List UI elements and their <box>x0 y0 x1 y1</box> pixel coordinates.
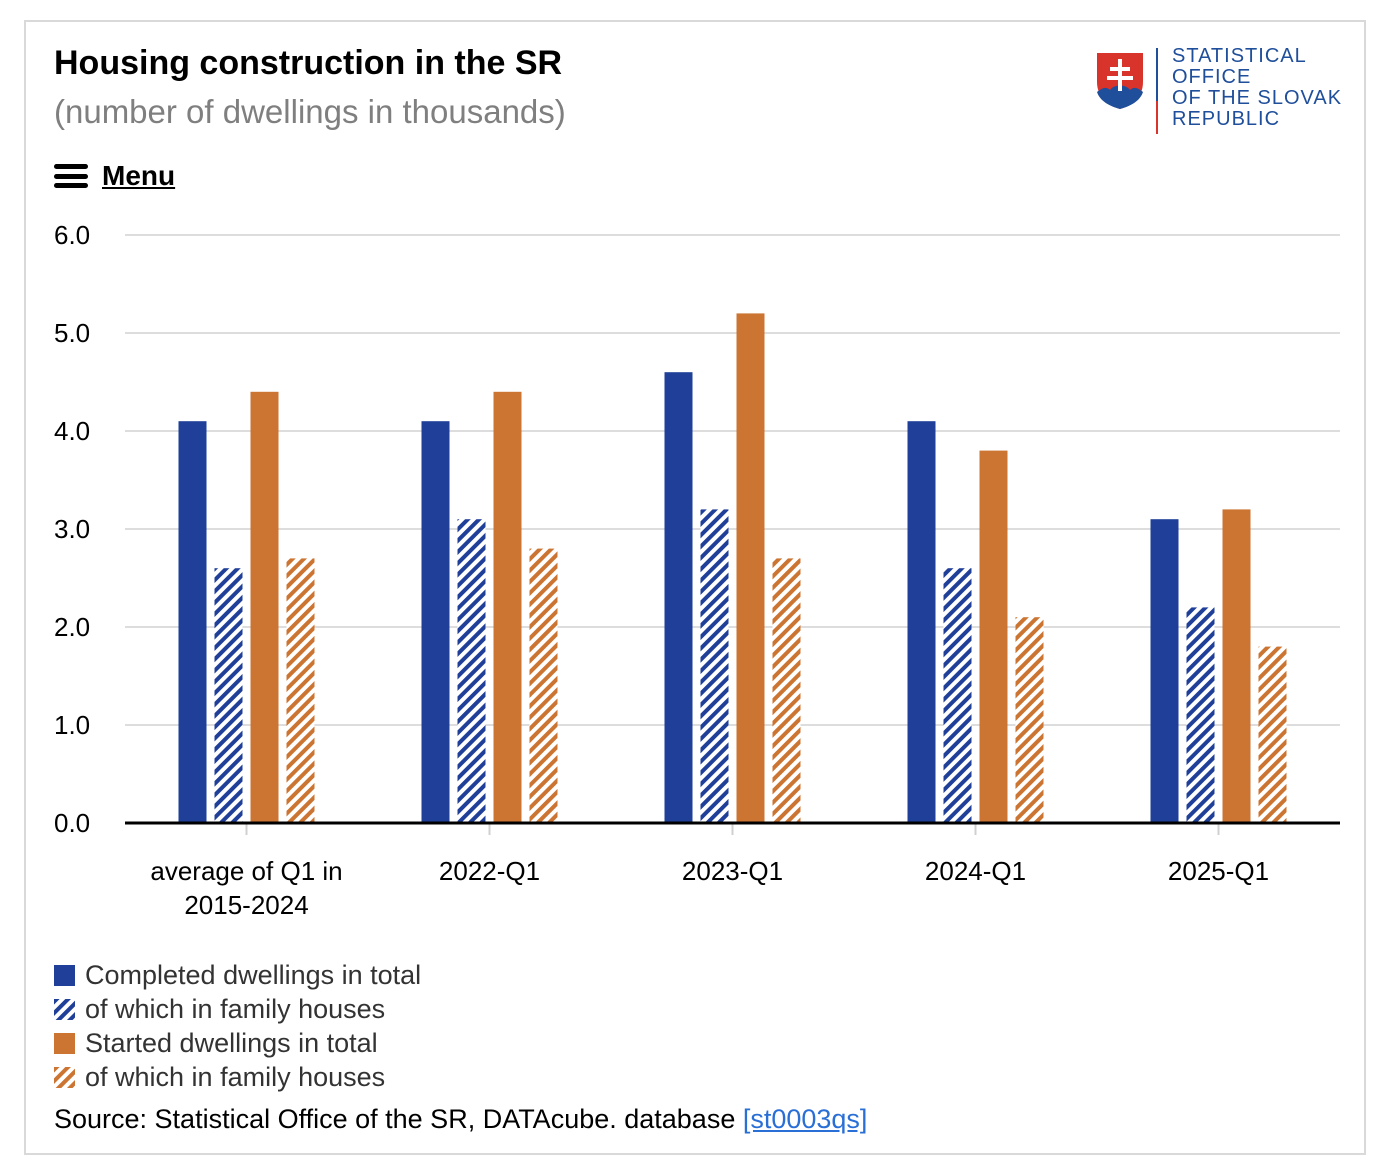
legend-label: Started dwellings in total <box>85 1027 378 1058</box>
y-tick-label: 1.0 <box>54 710 90 740</box>
x-tick-label: average of Q1 in <box>150 856 342 886</box>
legend-swatch <box>54 998 75 1020</box>
bar <box>772 558 801 823</box>
logo-text: STATISTICAL OFFICE OF THE SLOVAK REPUBLI… <box>1172 46 1352 130</box>
menu-label: Menu <box>102 160 176 191</box>
bar <box>457 519 486 823</box>
logo-divider <box>1156 48 1158 134</box>
y-tick-label: 6.0 <box>54 220 90 250</box>
y-tick-label: 4.0 <box>54 416 90 446</box>
bar <box>943 568 972 823</box>
bar <box>664 372 693 823</box>
chart-frame <box>24 20 1366 1155</box>
logo-line: OF THE SLOVAK <box>1172 87 1343 109</box>
legend-item-started[interactable]: Started dwellings in total <box>54 1026 421 1060</box>
legend-swatch <box>54 1032 75 1054</box>
bar <box>736 313 765 823</box>
y-tick-label: 3.0 <box>54 514 90 544</box>
bar <box>529 548 558 823</box>
x-tick-label: 2025-Q1 <box>1168 856 1269 886</box>
bar <box>214 568 243 823</box>
x-tick-label: 2015-2024 <box>184 890 308 920</box>
bar <box>178 421 207 823</box>
x-tick-label: 2024-Q1 <box>925 856 1026 886</box>
logo-line: REPUBLIC <box>1172 108 1281 130</box>
logo-line: STATISTICAL <box>1172 45 1307 67</box>
bar <box>979 450 1008 823</box>
slovak-coat-of-arms-icon <box>1093 49 1147 114</box>
bar <box>250 391 279 823</box>
hamburger-icon <box>54 164 88 188</box>
bar <box>907 421 936 823</box>
legend-item-completed-family[interactable]: of which in family houses <box>54 992 421 1026</box>
bar <box>1015 617 1044 823</box>
bar-chart: 0.0 1.0 2.0 3.0 4.0 5.0 6.0 average of Q1 in 201… <box>54 220 1340 920</box>
bar <box>1222 509 1251 823</box>
legend-item-completed[interactable]: Completed dwellings in total <box>54 958 421 992</box>
menu-button[interactable]: Menu <box>54 160 175 192</box>
bar <box>700 509 729 823</box>
x-tick-label: 2023-Q1 <box>682 856 783 886</box>
source-text: Source: Statistical Office of the SR, DA… <box>54 1104 743 1134</box>
source-note: Source: Statistical Office of the SR, DA… <box>54 1104 867 1135</box>
legend-swatch <box>54 1066 75 1088</box>
bar <box>286 558 315 823</box>
legend-item-started-family[interactable]: of which in family houses <box>54 1060 421 1094</box>
bar <box>493 391 522 823</box>
legend-label: of which in family houses <box>85 1061 386 1092</box>
logo-line: OFFICE <box>1172 66 1252 88</box>
statistical-office-logo[interactable]: STATISTICAL OFFICE OF THE SLOVAK REPUBLI… <box>1092 46 1352 136</box>
x-tick-label: 2022-Q1 <box>439 856 540 886</box>
legend-swatch <box>54 964 75 986</box>
y-tick-label: 0.0 <box>54 808 90 838</box>
chart-subtitle: (number of dwellings in thousands) <box>54 93 566 130</box>
bar <box>1186 607 1215 823</box>
chart-legend: Completed dwellings in total of which in… <box>54 958 421 1094</box>
logo-divider-accent <box>1156 101 1158 134</box>
legend-label: of which in family houses <box>85 993 386 1024</box>
y-tick-label: 5.0 <box>54 318 90 348</box>
bar <box>1258 646 1287 823</box>
y-tick-label: 2.0 <box>54 612 90 642</box>
legend-label: Completed dwellings in total <box>85 959 422 990</box>
chart-title: Housing construction in the SR <box>54 44 563 82</box>
source-link[interactable]: [st0003qs] <box>742 1104 868 1134</box>
bar <box>421 421 450 823</box>
bar <box>1150 519 1179 823</box>
